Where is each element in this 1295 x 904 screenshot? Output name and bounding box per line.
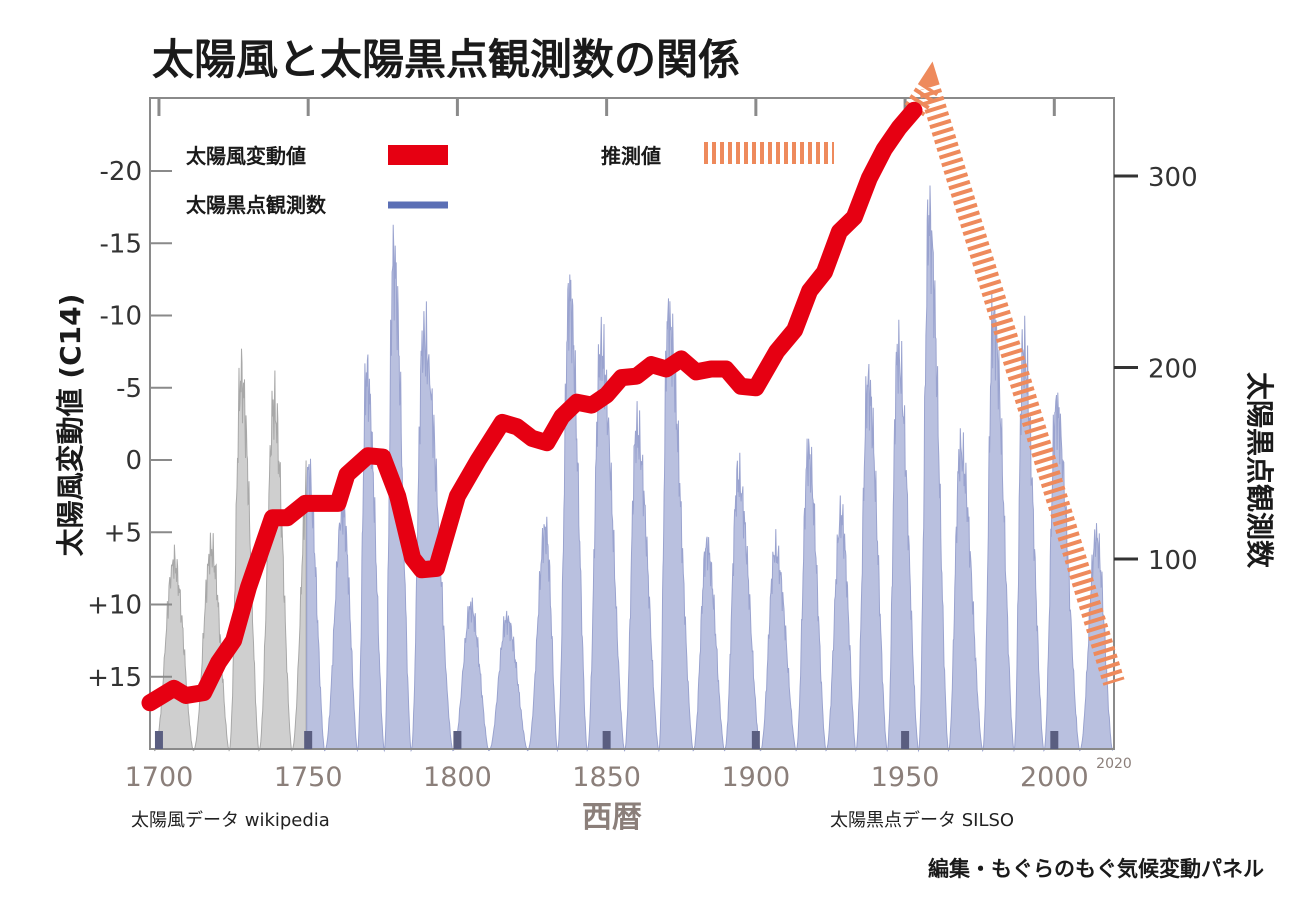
- credit: 編集・もぐらのもぐ気候変動パネル: [928, 857, 1264, 881]
- legend-label-solar-wind: 太陽風変動値: [186, 144, 306, 168]
- x-tick-label: 1950: [871, 762, 940, 793]
- x-tick-label: 1700: [125, 762, 194, 793]
- x-tick-label: 1850: [572, 762, 641, 793]
- x-axis-label: 西暦: [582, 800, 642, 835]
- left-tick-label: 0: [125, 446, 142, 476]
- chart-title: 太陽風と太陽黒点観測数の関係: [152, 35, 740, 84]
- x-tick-label: 1800: [423, 762, 492, 793]
- y-axis-label-left: 太陽風変動値 (C14): [54, 294, 87, 557]
- x-tick-mark-bottom: [602, 731, 611, 749]
- left-tick-label: -15: [100, 229, 142, 259]
- x-end-label: 2020: [1096, 756, 1132, 772]
- sunspot-area-observed: [306, 185, 1113, 753]
- source-left: 太陽風データ wikipedia: [131, 810, 330, 831]
- x-tick-label: 1750: [274, 762, 343, 793]
- x-tick-mark-bottom: [751, 731, 760, 749]
- x-tick-mark-bottom: [154, 731, 163, 749]
- right-tick-label: 200: [1148, 355, 1198, 385]
- left-tick-label: -5: [116, 374, 142, 404]
- axes-layer: -20 -15 -10 -5 0 +5 +10 +15 300 200 100 1700 1750 180…: [87, 98, 1198, 793]
- sunspot-area-early: [154, 348, 307, 752]
- legend-label-estimate: 推測値: [601, 144, 661, 168]
- x-tick-mark-bottom: [304, 731, 313, 749]
- solar-wind-line: [141, 101, 923, 712]
- x-tick-mark-bottom: [453, 731, 462, 749]
- left-tick-label: -10: [100, 302, 142, 332]
- source-right: 太陽黒点データ SILSO: [830, 810, 1014, 831]
- x-tick-label: 1900: [721, 762, 790, 793]
- sunspot-area-layer: [154, 185, 1113, 753]
- left-tick-label: +10: [87, 591, 142, 621]
- x-tick-label: 2000: [1020, 762, 1089, 793]
- right-tick-label: 300: [1148, 163, 1198, 193]
- legend-label-sunspots: 太陽黒点観測数: [186, 193, 327, 217]
- left-tick-label: -20: [100, 157, 142, 187]
- legend: 太陽風変動値 太陽黒点観測数 推測値: [186, 142, 834, 217]
- left-tick-label: +15: [87, 663, 142, 693]
- y-axis-label-right: 太陽黒点観測数: [1243, 372, 1276, 569]
- right-tick-label: 100: [1148, 546, 1198, 576]
- x-tick-mark-bottom: [1050, 731, 1059, 749]
- x-tick-mark-bottom: [901, 731, 910, 749]
- left-tick-label: +5: [104, 518, 142, 548]
- estimate-line: [904, 61, 1125, 686]
- line-layer: [141, 61, 1125, 712]
- plot-frame: [149, 97, 1115, 750]
